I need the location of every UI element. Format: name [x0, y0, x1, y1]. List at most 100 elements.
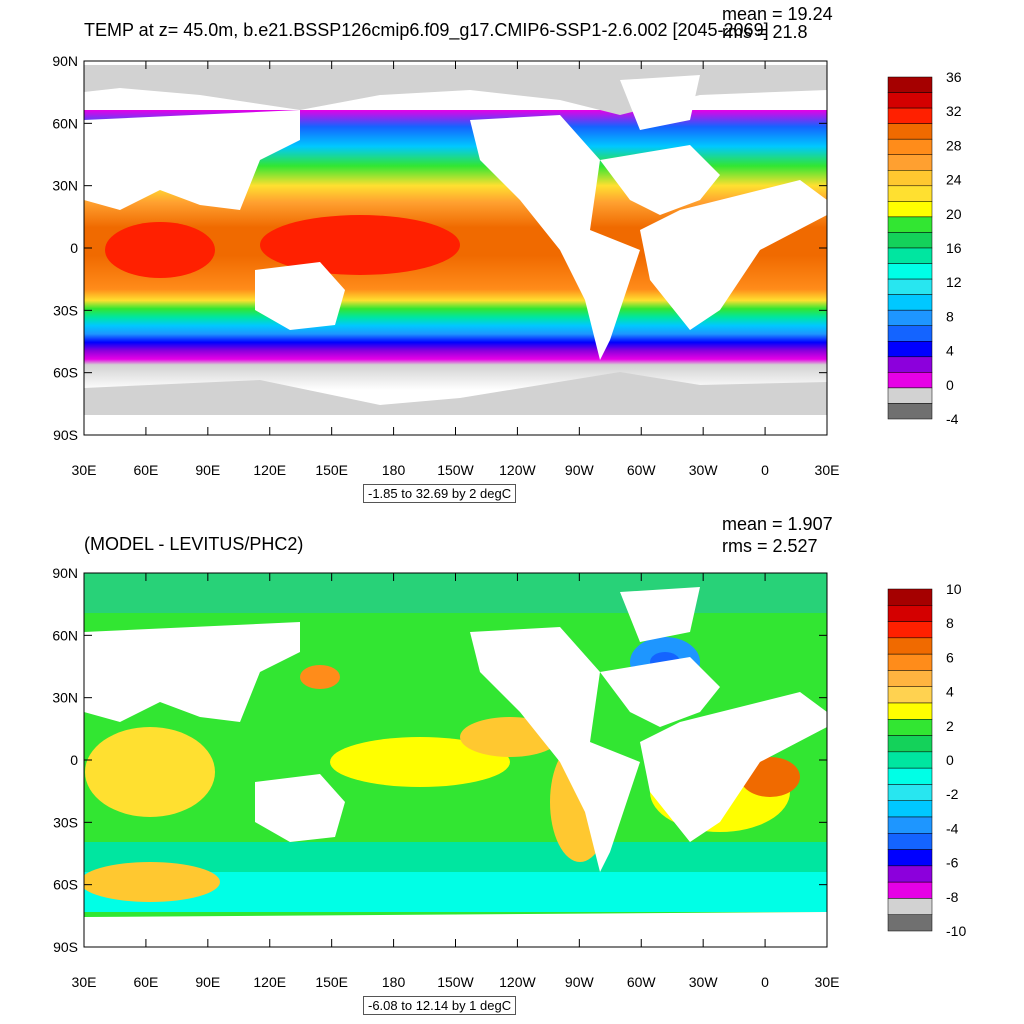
x-tick-label: 180	[382, 462, 406, 478]
y-tick-label: 30S	[53, 814, 78, 830]
x-tick-label: 30W	[689, 462, 719, 478]
colorbar-swatch	[887, 325, 933, 342]
colorbar-swatch	[887, 816, 933, 834]
x-tick-label: 180	[382, 974, 406, 990]
rms-label: rms = 21.8	[722, 22, 808, 42]
colorbar-swatch	[887, 154, 933, 171]
colorbar-swatch	[887, 702, 933, 720]
x-tick-label: 90E	[195, 462, 220, 478]
x-tick-label: 60W	[627, 462, 657, 478]
temperature-map: 30E 60E 90E 120E 150E 180 150W 120W 90W 60W 30W 0 30…	[52, 53, 962, 478]
colorbar-swatch	[887, 914, 933, 932]
colorbar-label: 0	[946, 752, 954, 768]
colorbar-swatch	[887, 185, 933, 202]
x-tick-label: 90W	[565, 462, 595, 478]
contour-range-label: -6.08 to 12.14 by 1 degC	[363, 996, 517, 1015]
colorbar-swatch	[887, 403, 933, 420]
map-field	[84, 573, 827, 947]
colorbar-swatch	[887, 686, 933, 704]
x-tick-label: 60E	[133, 462, 158, 478]
chart-title: (MODEL - LEVITUS/PHC2)	[84, 534, 304, 554]
temperature-panel: TEMP at z= 45.0m, b.e21.BSSP126cmip6.f09…	[52, 4, 962, 503]
colorbar-label: 4	[946, 684, 954, 700]
colorbar-swatch	[887, 341, 933, 358]
colorbar-swatch	[887, 865, 933, 883]
colorbar-swatch	[887, 735, 933, 753]
x-tick-label: 120E	[253, 974, 286, 990]
colorbar-swatch	[887, 621, 933, 639]
colorbar-label: -4	[946, 411, 959, 427]
colorbar-label: -2	[946, 786, 959, 802]
colorbar-swatch	[887, 92, 933, 109]
colorbar-swatch	[887, 800, 933, 818]
y-tick-label: 0	[70, 240, 78, 256]
x-tick-label: 90W	[565, 974, 595, 990]
x-tick-label: 30E	[72, 974, 97, 990]
colorbar-label: 2	[946, 718, 954, 734]
colorbar-label: 20	[946, 206, 962, 222]
difference-panel: (MODEL - LEVITUS/PHC2) mean = 1.907 rms …	[0, 512, 1024, 1024]
colorbar-swatch	[887, 588, 933, 606]
y-tick-label: 60N	[52, 627, 78, 643]
x-tick-label: 150W	[437, 462, 474, 478]
colorbar-label: 0	[946, 377, 954, 393]
colorbar-label: 32	[946, 103, 962, 119]
colorbar-swatch	[887, 751, 933, 769]
mean-label: mean = 1.907	[722, 514, 833, 534]
colorbar-swatch	[887, 833, 933, 850]
colorbar-swatch	[887, 784, 933, 801]
colorbar-swatch	[887, 719, 933, 736]
x-tick-label: 60E	[133, 974, 158, 990]
difference-map: 30E 60E 90E 120E 150E 180 150W 120W 90W 60W 30W 0 30…	[52, 565, 966, 990]
y-tick-label: 30N	[52, 178, 78, 194]
colorbar-swatch	[887, 372, 933, 389]
colorbar: 36 32 28 24 20 16 12 8 4 0 -4	[887, 69, 962, 427]
colorbar-swatch	[887, 653, 933, 671]
chart-title: TEMP at z= 45.0m, b.e21.BSSP126cmip6.f09…	[84, 20, 769, 40]
x-tick-label: 150W	[437, 974, 474, 990]
colorbar-label: 8	[946, 308, 954, 324]
contour-range-label: -1.85 to 32.69 by 2 degC	[363, 484, 517, 503]
x-tick-label: 30W	[689, 974, 719, 990]
x-tick-label: 30E	[72, 462, 97, 478]
colorbar-swatch	[887, 670, 933, 687]
colorbar-label: 36	[946, 69, 962, 85]
rms-label: rms = 2.527	[722, 536, 818, 556]
colorbar-swatch	[887, 637, 933, 655]
colorbar-label: -6	[946, 855, 959, 871]
colorbar-swatch	[887, 767, 933, 785]
y-tick-label: 60S	[53, 877, 78, 893]
colorbar-swatch	[887, 898, 933, 915]
colorbar-swatch	[887, 107, 933, 124]
colorbar-swatch	[887, 247, 933, 264]
colorbar-swatch	[887, 849, 933, 867]
colorbar-swatch	[887, 76, 933, 93]
x-tick-label: 120W	[499, 462, 536, 478]
colorbar-swatch	[887, 216, 933, 233]
y-tick-label: 0	[70, 752, 78, 768]
y-tick-label: 30N	[52, 690, 78, 706]
colorbar-label: 4	[946, 343, 954, 359]
x-tick-label: 120E	[253, 462, 286, 478]
x-tick-label: 30E	[815, 462, 840, 478]
colorbar-label: -8	[946, 889, 959, 905]
x-tick-label: 0	[761, 974, 769, 990]
colorbar-swatch	[887, 123, 933, 140]
x-tick-label: 150E	[315, 462, 348, 478]
colorbar-swatch	[887, 201, 933, 218]
colorbar-swatch	[887, 263, 933, 280]
colorbar-swatch	[887, 170, 933, 187]
y-tick-label: 90N	[52, 565, 78, 581]
colorbar-label: 10	[946, 581, 962, 597]
x-tick-label: 120W	[499, 974, 536, 990]
mean-label: mean = 19.24	[722, 4, 833, 24]
colorbar-swatch	[887, 881, 933, 899]
colorbar-swatch	[887, 605, 933, 622]
colorbar-swatch	[887, 356, 933, 373]
colorbar: 10 8 6 4 2 0 -2 -4 -6 -8 -10	[887, 581, 966, 939]
colorbar-label: 6	[946, 649, 954, 665]
colorbar-label: -10	[946, 923, 966, 939]
colorbar-label: -4	[946, 820, 959, 836]
colorbar-label: 12	[946, 274, 962, 290]
x-tick-label: 60W	[627, 974, 657, 990]
